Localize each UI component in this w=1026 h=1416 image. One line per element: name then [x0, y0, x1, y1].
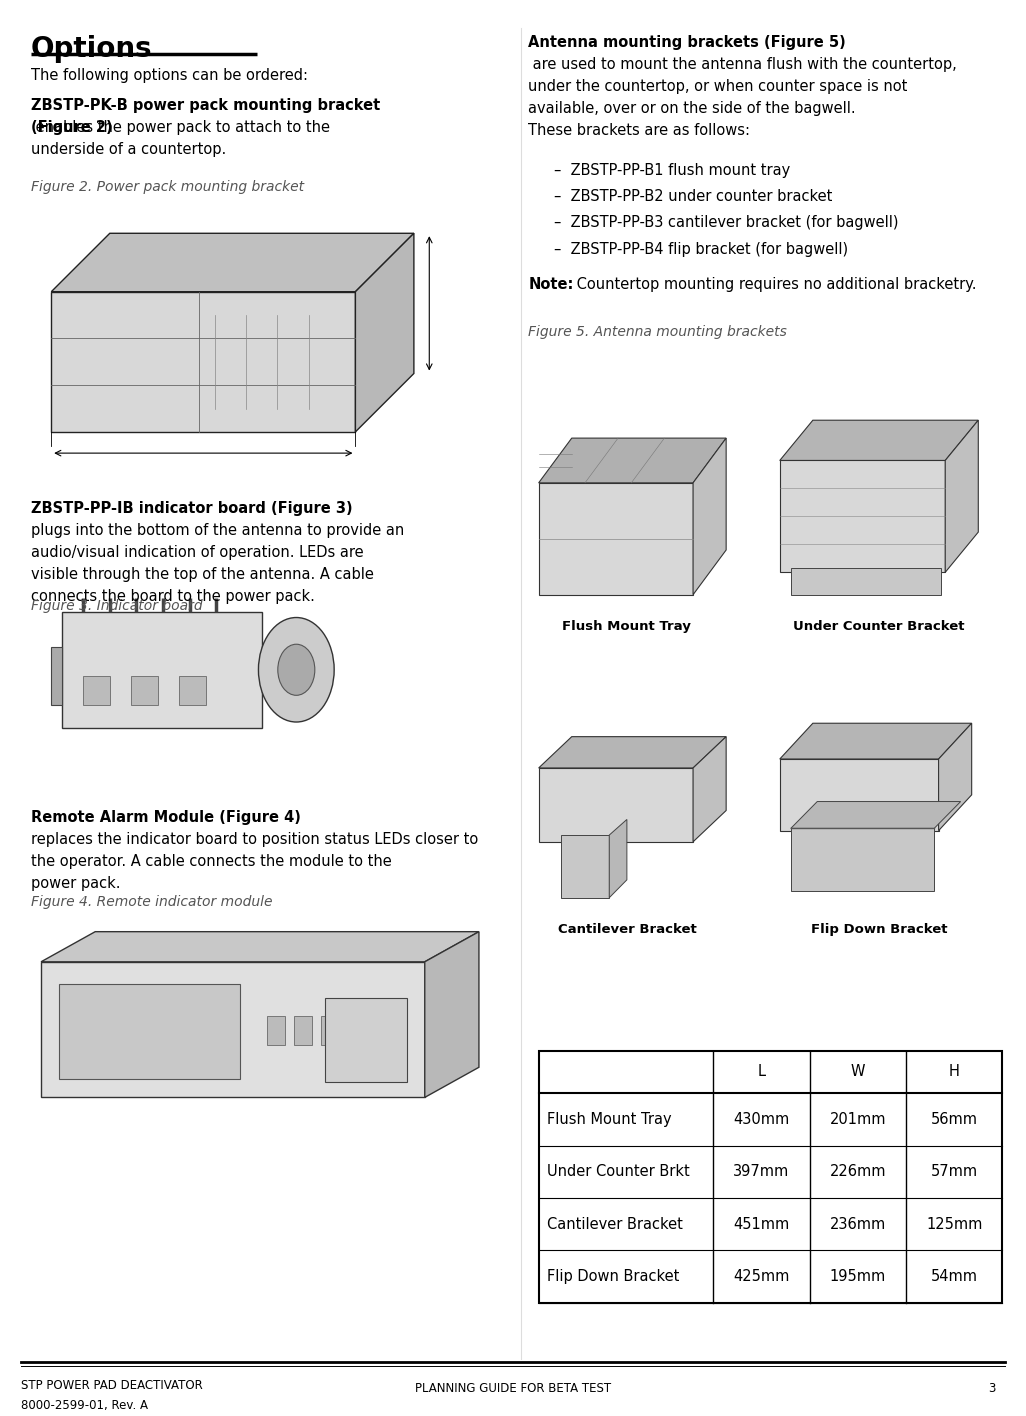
- Text: 430mm: 430mm: [734, 1112, 789, 1127]
- Text: the operator. A cable connects the module to the: the operator. A cable connects the modul…: [31, 854, 392, 869]
- Text: connects the board to the power pack.: connects the board to the power pack.: [31, 589, 315, 605]
- Text: 425mm: 425mm: [734, 1269, 789, 1284]
- Text: visible through the top of the antenna. A cable: visible through the top of the antenna. …: [31, 566, 373, 582]
- Bar: [51, 292, 355, 432]
- Text: These brackets are as follows:: These brackets are as follows:: [528, 123, 750, 139]
- Text: under the countertop, or when counter space is not: under the countertop, or when counter sp…: [528, 79, 908, 95]
- Text: Flip Down Bracket: Flip Down Bracket: [547, 1269, 679, 1284]
- Text: ZBSTP-PK-B power pack mounting bracket: ZBSTP-PK-B power pack mounting bracket: [31, 98, 380, 113]
- Text: Under Counter Brkt: Under Counter Brkt: [547, 1164, 689, 1180]
- Text: Figure 5. Antenna mounting brackets: Figure 5. Antenna mounting brackets: [528, 326, 787, 338]
- Bar: [325, 998, 406, 1082]
- Text: Flush Mount Tray: Flush Mount Tray: [547, 1112, 671, 1127]
- Polygon shape: [355, 234, 413, 432]
- Text: plugs into the bottom of the antenna to provide an: plugs into the bottom of the antenna to …: [31, 523, 404, 538]
- Text: Flush Mount Tray: Flush Mount Tray: [562, 620, 692, 633]
- Text: Under Counter Bracket: Under Counter Bracket: [793, 620, 964, 633]
- Polygon shape: [41, 932, 479, 961]
- Text: replaces the indicator board to position status LEDs closer to: replaces the indicator board to position…: [31, 831, 478, 847]
- Polygon shape: [694, 736, 726, 841]
- Text: available, over or on the side of the bagwell.: available, over or on the side of the ba…: [528, 101, 856, 116]
- Bar: [60, 984, 240, 1079]
- Text: Flip Down Bracket: Flip Down Bracket: [811, 923, 947, 936]
- Text: –  ZBSTP-PP-B4 flip bracket (for bagwell): – ZBSTP-PP-B4 flip bracket (for bagwell): [554, 242, 849, 256]
- Text: 54mm: 54mm: [931, 1269, 978, 1284]
- Polygon shape: [780, 421, 979, 460]
- Bar: [780, 759, 939, 831]
- Text: ZBSTP-PP-IB indicator board (Figure 3): ZBSTP-PP-IB indicator board (Figure 3): [31, 501, 352, 517]
- Text: Figure 3. Indicator board: Figure 3. Indicator board: [31, 599, 202, 613]
- Bar: [791, 828, 935, 891]
- Text: W: W: [851, 1065, 865, 1079]
- Polygon shape: [51, 234, 413, 292]
- Text: Figure 2. Power pack mounting bracket: Figure 2. Power pack mounting bracket: [31, 180, 304, 194]
- Text: underside of a countertop.: underside of a countertop.: [31, 142, 226, 157]
- Polygon shape: [609, 820, 627, 898]
- Text: 8000-2599-01, Rev. A: 8000-2599-01, Rev. A: [21, 1399, 148, 1412]
- Text: –  ZBSTP-PP-B1 flush mount tray: – ZBSTP-PP-B1 flush mount tray: [554, 163, 790, 177]
- Text: 397mm: 397mm: [734, 1164, 789, 1180]
- Bar: [83, 675, 110, 705]
- Polygon shape: [939, 724, 972, 831]
- Text: power pack.: power pack.: [31, 875, 120, 891]
- Text: Remote Alarm Module (Figure 4): Remote Alarm Module (Figure 4): [31, 810, 301, 826]
- Bar: [293, 1017, 312, 1045]
- Text: H: H: [949, 1065, 959, 1079]
- Text: Note:: Note:: [528, 278, 574, 292]
- Bar: [780, 460, 945, 572]
- Bar: [179, 675, 205, 705]
- Text: 201mm: 201mm: [829, 1112, 886, 1127]
- Text: 57mm: 57mm: [931, 1164, 978, 1180]
- Bar: [321, 1017, 339, 1045]
- Polygon shape: [694, 438, 726, 595]
- Polygon shape: [539, 736, 726, 767]
- Text: The following options can be ordered:: The following options can be ordered:: [31, 68, 308, 84]
- Bar: [267, 1017, 285, 1045]
- Polygon shape: [425, 932, 479, 1097]
- Bar: [62, 612, 262, 728]
- Text: 195mm: 195mm: [830, 1269, 885, 1284]
- Text: Countertop mounting requires no additional bracketry.: Countertop mounting requires no addition…: [573, 278, 977, 292]
- Text: Figure 4. Remote indicator module: Figure 4. Remote indicator module: [31, 895, 272, 909]
- Text: enables the power pack to attach to the: enables the power pack to attach to the: [31, 119, 329, 135]
- Bar: [51, 647, 62, 705]
- Text: 451mm: 451mm: [734, 1216, 789, 1232]
- Polygon shape: [791, 801, 960, 828]
- Circle shape: [259, 617, 334, 722]
- Text: PLANNING GUIDE FOR BETA TEST: PLANNING GUIDE FOR BETA TEST: [415, 1382, 611, 1395]
- Polygon shape: [945, 421, 979, 572]
- Text: (Figure 2): (Figure 2): [31, 119, 113, 135]
- Bar: [791, 568, 941, 595]
- Bar: [348, 1017, 366, 1045]
- Bar: [131, 675, 158, 705]
- Text: 236mm: 236mm: [830, 1216, 885, 1232]
- Text: Options: Options: [31, 35, 153, 64]
- Text: 226mm: 226mm: [829, 1164, 886, 1180]
- Bar: [539, 483, 693, 595]
- Text: L: L: [757, 1065, 765, 1079]
- Polygon shape: [539, 438, 726, 483]
- Bar: [539, 1051, 1002, 1303]
- Bar: [41, 961, 425, 1097]
- Text: Cantilever Bracket: Cantilever Bracket: [547, 1216, 682, 1232]
- Text: are used to mount the antenna flush with the countertop,: are used to mount the antenna flush with…: [528, 57, 957, 72]
- Bar: [539, 767, 693, 841]
- Text: STP POWER PAD DEACTIVATOR: STP POWER PAD DEACTIVATOR: [21, 1379, 202, 1392]
- Bar: [376, 1017, 393, 1045]
- Text: Cantilever Bracket: Cantilever Bracket: [557, 923, 697, 936]
- Text: –  ZBSTP-PP-B2 under counter bracket: – ZBSTP-PP-B2 under counter bracket: [554, 190, 832, 204]
- Text: Antenna mounting brackets (Figure 5): Antenna mounting brackets (Figure 5): [528, 35, 846, 51]
- Polygon shape: [780, 724, 972, 759]
- Text: 125mm: 125mm: [926, 1216, 982, 1232]
- Text: 3: 3: [988, 1382, 995, 1395]
- Text: –  ZBSTP-PP-B3 cantilever bracket (for bagwell): – ZBSTP-PP-B3 cantilever bracket (for ba…: [554, 215, 899, 231]
- Text: audio/visual indication of operation. LEDs are: audio/visual indication of operation. LE…: [31, 545, 363, 561]
- Text: 56mm: 56mm: [931, 1112, 978, 1127]
- Circle shape: [278, 644, 315, 695]
- Bar: [560, 835, 609, 898]
